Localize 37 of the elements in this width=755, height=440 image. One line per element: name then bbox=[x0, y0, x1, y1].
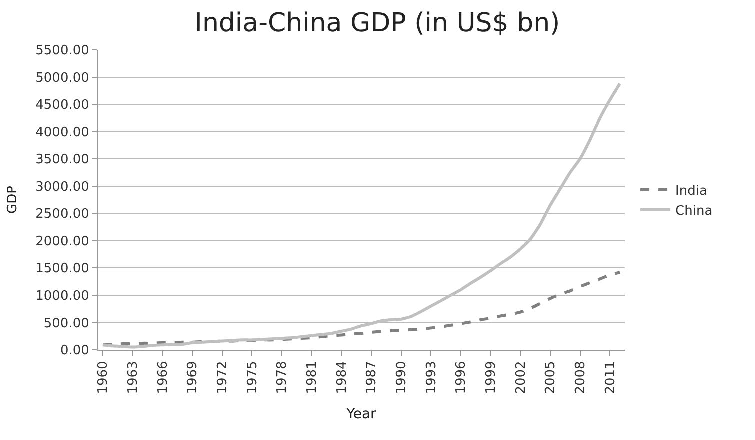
x-tick-label: 2005 bbox=[544, 361, 559, 394]
x-tick-label: 1999 bbox=[484, 361, 499, 394]
x-tick-label: 1969 bbox=[186, 361, 201, 394]
y-axis-title: GDP bbox=[6, 186, 21, 214]
y-tick-label: 500.00 bbox=[44, 316, 90, 332]
x-tick-label: 2002 bbox=[514, 361, 529, 394]
x-tick-label: 1975 bbox=[245, 361, 260, 394]
y-tick-label: 1000.00 bbox=[36, 289, 90, 304]
x-tick-label: 1966 bbox=[156, 361, 171, 394]
y-tick-label: 4500.00 bbox=[36, 98, 90, 114]
y-tick-label: 5500.00 bbox=[36, 44, 90, 59]
x-tick-label: 1960 bbox=[96, 361, 112, 394]
x-tick-label: 1987 bbox=[364, 361, 380, 394]
y-tick-label: 0.00 bbox=[60, 344, 90, 359]
legend-label: China bbox=[676, 204, 713, 219]
x-tick-label: 1981 bbox=[305, 361, 320, 394]
legend-label: India bbox=[676, 184, 708, 200]
x-tick-label: 1972 bbox=[216, 361, 231, 394]
y-tick-label: 3500.00 bbox=[36, 152, 90, 168]
y-tick-label: 3000.00 bbox=[36, 180, 90, 195]
x-tick-label: 1996 bbox=[454, 361, 470, 394]
x-tick-label: 1984 bbox=[334, 361, 350, 394]
x-tick-label: 1963 bbox=[126, 361, 142, 394]
y-tick-label: 2500.00 bbox=[36, 207, 90, 222]
x-tick-label: 1993 bbox=[424, 361, 440, 394]
line-series bbox=[101, 271, 622, 346]
y-tick-label: 4000.00 bbox=[36, 125, 90, 140]
x-tick-label: 2008 bbox=[573, 361, 588, 394]
chart-title: India-China GDP (in US$ bn) bbox=[194, 8, 560, 38]
y-tick-label: 2000.00 bbox=[36, 234, 90, 250]
line-series bbox=[101, 82, 622, 349]
x-axis-title: Year bbox=[346, 406, 377, 423]
x-tick-label: 2011 bbox=[603, 361, 618, 394]
y-tick-label: 1500.00 bbox=[36, 262, 90, 277]
x-tick-label: 1978 bbox=[275, 361, 290, 394]
x-tick-label: 1990 bbox=[394, 361, 410, 394]
y-tick-label: 5000.00 bbox=[36, 70, 90, 86]
